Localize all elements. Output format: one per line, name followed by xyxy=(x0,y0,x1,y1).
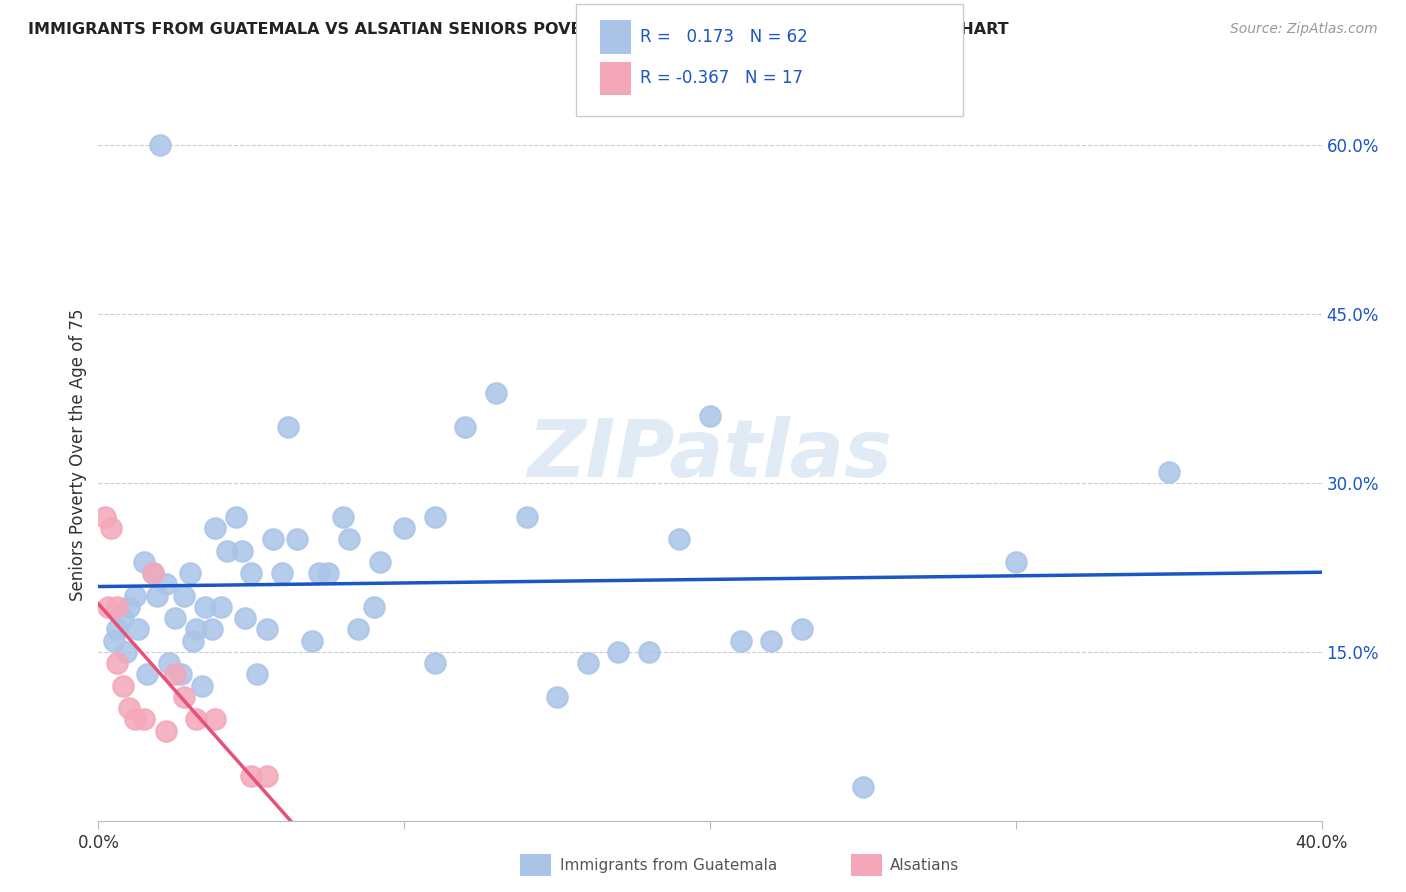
Point xyxy=(240,566,263,580)
Point xyxy=(246,667,269,681)
Point xyxy=(316,566,339,580)
Point xyxy=(191,679,214,693)
Point xyxy=(368,555,391,569)
Y-axis label: Seniors Poverty Over the Age of 75: Seniors Poverty Over the Age of 75 xyxy=(69,309,87,601)
Point xyxy=(111,679,134,693)
Point xyxy=(157,656,180,670)
Point xyxy=(637,645,661,659)
Point xyxy=(142,566,165,580)
Point xyxy=(262,533,284,547)
Point xyxy=(170,667,193,681)
Point xyxy=(105,656,128,670)
Point xyxy=(200,623,222,637)
Point xyxy=(118,599,141,614)
Point xyxy=(97,599,120,614)
Point xyxy=(181,633,204,648)
Point xyxy=(576,656,599,670)
Point xyxy=(124,589,146,603)
Point xyxy=(145,589,167,603)
Point xyxy=(136,667,159,681)
Point xyxy=(759,633,782,648)
Point xyxy=(270,566,292,580)
Point xyxy=(668,533,690,547)
Point xyxy=(256,769,278,783)
Text: Immigrants from Guatemala: Immigrants from Guatemala xyxy=(560,858,778,872)
Point xyxy=(363,599,385,614)
Text: Source: ZipAtlas.com: Source: ZipAtlas.com xyxy=(1230,22,1378,37)
Point xyxy=(142,566,165,580)
Point xyxy=(790,623,813,637)
Point xyxy=(699,409,721,423)
Point xyxy=(134,712,156,726)
Point xyxy=(93,509,115,524)
Point xyxy=(240,769,263,783)
Point xyxy=(277,419,299,434)
Point xyxy=(546,690,568,704)
Point xyxy=(215,543,238,558)
Point xyxy=(392,521,416,535)
Point xyxy=(103,633,125,648)
Point xyxy=(155,723,177,738)
Text: R = -0.367   N = 17: R = -0.367 N = 17 xyxy=(640,70,803,87)
Point xyxy=(256,623,278,637)
Point xyxy=(485,386,508,401)
Point xyxy=(285,533,308,547)
Point xyxy=(332,509,354,524)
Point xyxy=(124,712,146,726)
Point xyxy=(1004,555,1026,569)
Point xyxy=(118,701,141,715)
Point xyxy=(173,589,195,603)
Point xyxy=(301,633,323,648)
Point xyxy=(852,780,875,794)
Point xyxy=(134,555,156,569)
Point xyxy=(209,599,232,614)
Point xyxy=(423,656,446,670)
Point xyxy=(204,712,226,726)
Point xyxy=(127,623,149,637)
Point xyxy=(115,645,138,659)
Point xyxy=(204,521,226,535)
Point xyxy=(186,623,208,637)
Point xyxy=(163,611,186,625)
Point xyxy=(231,543,253,558)
Text: ZIPatlas: ZIPatlas xyxy=(527,416,893,494)
Point xyxy=(100,521,122,535)
Point xyxy=(337,533,360,547)
Point xyxy=(607,645,630,659)
Point xyxy=(454,419,477,434)
Point xyxy=(1157,465,1180,479)
Point xyxy=(155,577,177,591)
Point xyxy=(111,611,134,625)
Point xyxy=(186,712,208,726)
Point xyxy=(730,633,752,648)
Point xyxy=(233,611,256,625)
Point xyxy=(423,509,446,524)
Point xyxy=(516,509,538,524)
Text: IMMIGRANTS FROM GUATEMALA VS ALSATIAN SENIORS POVERTY OVER THE AGE OF 75 CORRELA: IMMIGRANTS FROM GUATEMALA VS ALSATIAN SE… xyxy=(28,22,1008,37)
Text: R =   0.173   N = 62: R = 0.173 N = 62 xyxy=(640,28,807,45)
Text: Alsatians: Alsatians xyxy=(890,858,959,872)
Point xyxy=(347,623,370,637)
Point xyxy=(105,599,128,614)
Point xyxy=(163,667,186,681)
Point xyxy=(149,138,172,153)
Point xyxy=(179,566,201,580)
Point xyxy=(105,623,128,637)
Point xyxy=(194,599,217,614)
Point xyxy=(173,690,195,704)
Point xyxy=(225,509,247,524)
Point xyxy=(308,566,330,580)
